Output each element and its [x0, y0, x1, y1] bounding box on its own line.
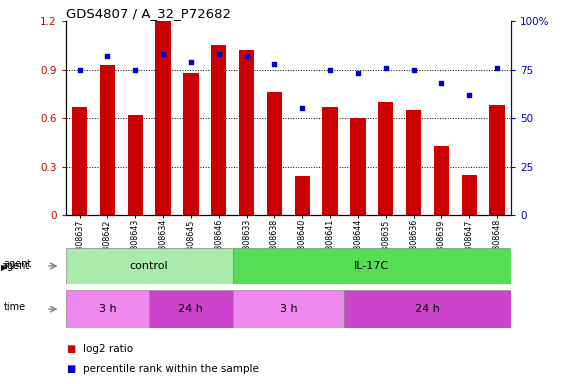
- Text: agent: agent: [3, 259, 31, 269]
- Bar: [267, 92, 282, 215]
- Bar: [149, 290, 233, 328]
- Text: 24 h: 24 h: [415, 304, 440, 314]
- Point: [493, 65, 502, 71]
- Point: [214, 51, 223, 57]
- Point: [131, 66, 140, 73]
- Text: log2 ratio: log2 ratio: [83, 344, 133, 354]
- Bar: [155, 21, 171, 215]
- Text: 24 h: 24 h: [179, 304, 203, 314]
- Text: ■: ■: [66, 344, 75, 354]
- Bar: [66, 248, 233, 284]
- Text: time: time: [3, 302, 25, 312]
- Bar: [406, 110, 421, 215]
- Point: [381, 65, 391, 71]
- Bar: [127, 115, 143, 215]
- Bar: [100, 65, 115, 215]
- Bar: [489, 105, 505, 215]
- Bar: [461, 175, 477, 215]
- Text: percentile rank within the sample: percentile rank within the sample: [83, 364, 259, 374]
- Point: [159, 51, 168, 57]
- Point: [297, 105, 307, 111]
- Point: [242, 53, 251, 59]
- Text: GDS4807 / A_32_P72682: GDS4807 / A_32_P72682: [66, 7, 231, 20]
- Bar: [350, 118, 365, 215]
- Point: [186, 59, 195, 65]
- Point: [325, 66, 335, 73]
- Point: [270, 61, 279, 67]
- Text: 3 h: 3 h: [280, 304, 297, 314]
- Bar: [239, 50, 254, 215]
- Bar: [233, 290, 344, 328]
- Text: 3 h: 3 h: [99, 304, 116, 314]
- Point: [75, 66, 84, 73]
- Bar: [72, 107, 87, 215]
- Bar: [378, 102, 393, 215]
- Text: IL-17C: IL-17C: [354, 261, 389, 271]
- Text: ■: ■: [66, 364, 75, 374]
- Text: agent: agent: [1, 261, 29, 271]
- Bar: [323, 107, 338, 215]
- Bar: [295, 176, 310, 215]
- Bar: [233, 248, 511, 284]
- Text: control: control: [130, 261, 168, 271]
- Bar: [434, 146, 449, 215]
- Point: [437, 80, 446, 86]
- Point: [353, 70, 363, 76]
- Bar: [344, 290, 511, 328]
- Point: [465, 92, 474, 98]
- Point: [103, 53, 112, 59]
- Point: [409, 66, 418, 73]
- Bar: [66, 290, 149, 328]
- Bar: [211, 45, 227, 215]
- Bar: [183, 73, 199, 215]
- Text: ▶: ▶: [1, 263, 7, 271]
